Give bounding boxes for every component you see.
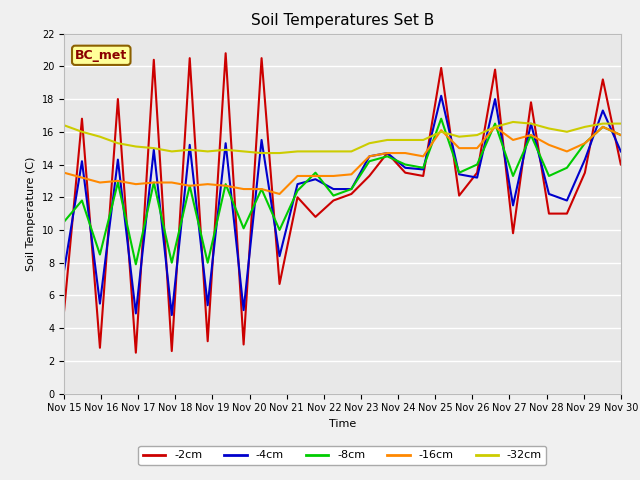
Title: Soil Temperatures Set B: Soil Temperatures Set B [251,13,434,28]
X-axis label: Time: Time [329,419,356,429]
Y-axis label: Soil Temperature (C): Soil Temperature (C) [26,156,36,271]
Legend: -2cm, -4cm, -8cm, -16cm, -32cm: -2cm, -4cm, -8cm, -16cm, -32cm [138,446,547,465]
Text: BC_met: BC_met [75,49,127,62]
